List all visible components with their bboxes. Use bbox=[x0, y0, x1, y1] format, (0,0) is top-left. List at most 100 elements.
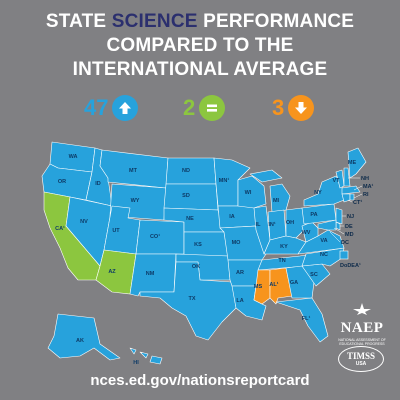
state-label-nc: NC bbox=[320, 252, 328, 258]
title-line-3: INTERNATIONAL AVERAGE bbox=[72, 59, 328, 80]
state-label-ar: AR bbox=[236, 270, 244, 276]
timss-logo: TIMSS USA bbox=[338, 346, 384, 372]
state-label-vt: VT bbox=[332, 178, 340, 184]
naep-logo-subtitle: NATIONAL ASSESSMENT OF EDUCATIONAL PROGR… bbox=[338, 338, 386, 346]
state-WI bbox=[237, 175, 267, 209]
state-NJ bbox=[335, 207, 343, 225]
state-label-ga: GA bbox=[290, 280, 298, 286]
state-ME bbox=[347, 147, 367, 179]
state-label-wy: WY bbox=[131, 198, 140, 204]
state-label-co: CO¹ bbox=[150, 233, 160, 240]
state-label-nm: NM bbox=[146, 271, 155, 277]
state-label-ne: NE bbox=[186, 216, 194, 222]
state-label-ak: AK bbox=[76, 338, 84, 344]
stat-higher: 47 bbox=[84, 94, 139, 122]
timss-logo-usa: USA bbox=[355, 360, 367, 367]
state-label-sd: SD bbox=[182, 193, 190, 199]
naep-logo: NAEP NATIONAL ASSESSMENT OF EDUCATIONAL … bbox=[332, 302, 392, 346]
state-HI bbox=[129, 347, 163, 365]
title-accent: SCIENCE bbox=[111, 11, 198, 32]
state-label-md: MD bbox=[345, 232, 354, 238]
state-ND bbox=[165, 157, 217, 185]
state-TX bbox=[139, 261, 237, 341]
state-AK bbox=[47, 313, 121, 361]
state-label-ks: KS bbox=[194, 242, 202, 248]
state-label-az: AZ bbox=[108, 269, 116, 275]
state-label-ut: UT bbox=[112, 228, 120, 234]
state-label-dc: DC bbox=[341, 240, 349, 246]
equals-icon bbox=[199, 95, 226, 121]
state-label-ia: IA bbox=[229, 214, 235, 220]
state-label-ri: RI bbox=[363, 192, 369, 198]
title-line-2: COMPARED TO THE bbox=[106, 35, 294, 56]
arrow-up-icon bbox=[112, 95, 139, 121]
state-label-or: OR bbox=[58, 179, 66, 185]
stat-not-different-count: 2 bbox=[183, 95, 196, 120]
arrow-down-icon bbox=[288, 95, 315, 121]
state-label-oh: OH bbox=[286, 220, 294, 226]
state-label-nh: NH bbox=[361, 176, 369, 182]
state-label-mo: MO bbox=[232, 240, 242, 246]
title-line-1: STATE SCIENCE PERFORMANCE bbox=[0, 10, 400, 34]
state-label-pa: PA bbox=[310, 212, 317, 218]
state-label-ca: CA¹ bbox=[55, 225, 65, 232]
state-label-wi: WI bbox=[245, 190, 252, 196]
state-label-sc: SC bbox=[310, 272, 318, 278]
state-label-de: DE bbox=[345, 224, 353, 230]
state-RI bbox=[349, 193, 355, 201]
state-label-ny: NY bbox=[314, 190, 322, 196]
title-suffix: PERFORMANCE bbox=[197, 11, 355, 32]
stat-lower-count: 3 bbox=[272, 95, 285, 120]
stat-higher-count: 47 bbox=[84, 95, 109, 120]
dodea-marker bbox=[339, 250, 349, 260]
state-label-id: ID bbox=[95, 181, 101, 187]
timss-logo-word: TIMSS bbox=[346, 350, 375, 361]
state-label-dodea: DoDEA¹ bbox=[340, 262, 361, 269]
state-label-mi: MI bbox=[273, 198, 280, 204]
leader-line-ri bbox=[353, 193, 363, 199]
state-label-tn: TN bbox=[278, 258, 285, 264]
state-label-il: IL bbox=[256, 222, 262, 228]
state-label-me: ME bbox=[348, 160, 357, 166]
title-prefix: STATE bbox=[45, 11, 112, 32]
state-MA bbox=[341, 185, 361, 195]
state-label-va: VA bbox=[320, 238, 327, 244]
page-title: STATE SCIENCE PERFORMANCE COMPARED TO TH… bbox=[0, 10, 400, 82]
state-MD bbox=[317, 219, 337, 231]
state-label-tx: TX bbox=[188, 296, 195, 302]
state-FL bbox=[275, 297, 329, 343]
state-label-nd: ND bbox=[182, 168, 190, 174]
state-label-nv: NV bbox=[80, 219, 88, 225]
state-IA bbox=[217, 205, 257, 229]
footer-url[interactable]: nces.ed.gov/nationsreportcard bbox=[90, 372, 310, 389]
naep-logo-word: NAEP bbox=[340, 320, 384, 336]
state-KS bbox=[183, 231, 229, 257]
state-label-ma: MA¹ bbox=[363, 183, 374, 190]
us-map-svg: WA OR ID MT WY NV UT CO¹ CA¹ AZ NM ND SD NE KS OK TX MN¹ I… bbox=[41, 141, 374, 366]
stat-not-different: 2 bbox=[183, 94, 226, 122]
state-label-ms: MS bbox=[254, 284, 263, 290]
state-label-in: IN¹ bbox=[268, 221, 276, 228]
leader-line-dc bbox=[329, 231, 341, 243]
state-label-wa: WA bbox=[69, 154, 78, 160]
state-label-ky: KY bbox=[280, 244, 288, 250]
state-label-wv: WV bbox=[302, 230, 311, 236]
state-label-la: LA bbox=[236, 298, 243, 304]
state-label-fl: FL¹ bbox=[302, 315, 311, 322]
state-SD bbox=[163, 183, 219, 211]
state-NH bbox=[343, 167, 351, 187]
leader-line-ma bbox=[353, 185, 363, 191]
state-label-ok: OK bbox=[192, 264, 200, 270]
state-label-ct: CT¹ bbox=[353, 199, 362, 206]
state-label-mn: MN¹ bbox=[219, 177, 230, 184]
leader-line-ct bbox=[347, 199, 353, 203]
state-label-mt: MT bbox=[129, 168, 138, 174]
us-map: WA OR ID MT WY NV UT CO¹ CA¹ AZ NM ND SD NE KS OK TX MN¹ I… bbox=[0, 130, 400, 370]
state-OH bbox=[285, 207, 307, 239]
state-label-nj: NJ bbox=[347, 214, 354, 220]
state-GA bbox=[285, 265, 315, 299]
stat-lower: 3 bbox=[272, 94, 315, 122]
naep-star-icon bbox=[353, 303, 371, 315]
state-CT bbox=[341, 193, 351, 203]
